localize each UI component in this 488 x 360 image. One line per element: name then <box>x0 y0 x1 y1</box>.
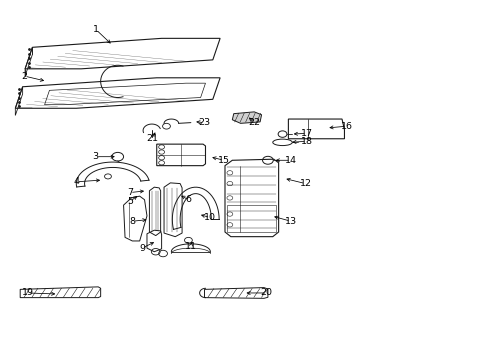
Text: 9: 9 <box>139 244 145 253</box>
Text: 2: 2 <box>21 72 27 81</box>
Text: 22: 22 <box>248 118 260 127</box>
Text: 8: 8 <box>129 217 135 226</box>
Text: 13: 13 <box>284 217 296 226</box>
Text: 6: 6 <box>185 195 191 204</box>
Text: 23: 23 <box>198 118 210 127</box>
Text: 3: 3 <box>93 152 99 161</box>
Text: 15: 15 <box>218 156 229 165</box>
Text: 1: 1 <box>93 25 99 34</box>
Text: 16: 16 <box>340 122 352 131</box>
Text: 19: 19 <box>21 288 34 297</box>
Text: 18: 18 <box>300 137 312 146</box>
Text: 10: 10 <box>204 213 216 222</box>
Text: 4: 4 <box>73 177 79 186</box>
Text: 21: 21 <box>145 134 158 143</box>
Text: 20: 20 <box>260 288 272 297</box>
Text: 12: 12 <box>299 179 311 188</box>
Text: 5: 5 <box>127 197 133 206</box>
Polygon shape <box>232 112 261 123</box>
Text: 17: 17 <box>300 129 312 138</box>
Text: 11: 11 <box>184 242 197 251</box>
Text: 14: 14 <box>284 156 296 165</box>
Text: 7: 7 <box>127 188 133 197</box>
